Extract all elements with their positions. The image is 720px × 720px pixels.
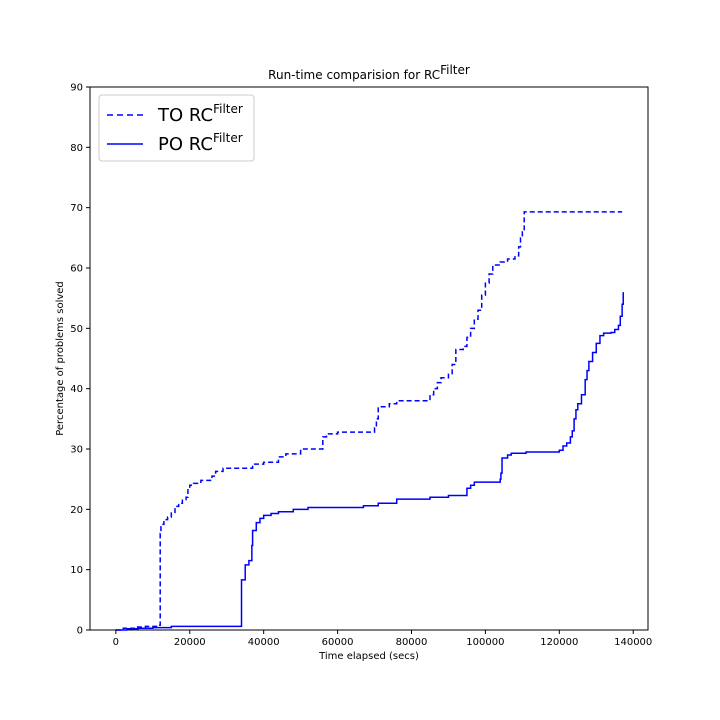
y-tick-label: 0	[77, 626, 83, 637]
y-tick-label: 70	[70, 203, 83, 214]
x-tick-label: 20000	[174, 637, 206, 648]
y-tick-label: 10	[70, 565, 83, 576]
series-line-to	[115, 211, 623, 631]
x-tick-label: 40000	[248, 637, 280, 648]
x-axis-label: Time elapsed (secs)	[318, 651, 419, 662]
series-line-po	[115, 292, 624, 631]
legend-label-to: TO RCFilter	[157, 102, 243, 126]
plot-frame	[89, 86, 649, 631]
x-tick-label: 0	[113, 637, 119, 648]
y-tick-label: 60	[70, 264, 83, 275]
x-tick-label: 60000	[322, 637, 354, 648]
y-tick-label: 50	[70, 324, 83, 335]
y-tick-label: 30	[70, 445, 83, 456]
y-tick-label: 20	[70, 505, 83, 516]
x-axis: 0 20000 40000 60000 80000 100000 120000 140000	[113, 630, 652, 648]
x-tick-label: 140000	[614, 637, 652, 648]
legend: TO RCFilter PO RCFilter	[98, 94, 255, 162]
series-layer	[115, 211, 624, 631]
x-tick-label: 100000	[466, 637, 504, 648]
y-tick-label: 40	[70, 384, 83, 395]
y-tick-label: 90	[70, 83, 83, 94]
y-tick-label: 80	[70, 143, 83, 154]
y-axis-label: Percentage of problems solved	[55, 281, 66, 436]
legend-label-po: PO RCFilter	[158, 131, 243, 155]
y-axis: 0 10 20 30 40 50 60 70 80 90	[70, 83, 90, 637]
chart-title: Run-time comparision for RCFilter	[268, 63, 470, 82]
x-tick-label: 80000	[396, 637, 428, 648]
plot-area	[89, 86, 649, 631]
x-tick-label: 120000	[540, 637, 578, 648]
